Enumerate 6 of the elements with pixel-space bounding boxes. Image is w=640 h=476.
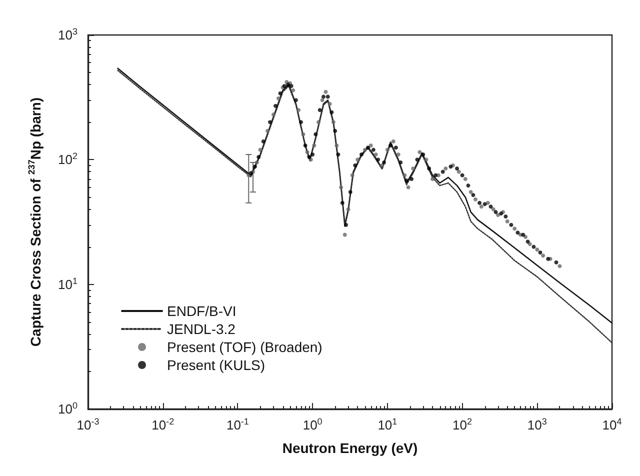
legend-label: ENDF/B-VI bbox=[167, 303, 236, 319]
legend-label: Present (KULS) bbox=[167, 357, 266, 373]
x-axis-title: Neutron Energy (eV) bbox=[282, 440, 418, 456]
legend-label: Present (TOF) (Broaden) bbox=[167, 339, 322, 355]
legend-label: JENDL-3.2 bbox=[167, 321, 236, 337]
y-axis-title: Capture Cross Section of 237Np (barn) bbox=[26, 97, 44, 347]
